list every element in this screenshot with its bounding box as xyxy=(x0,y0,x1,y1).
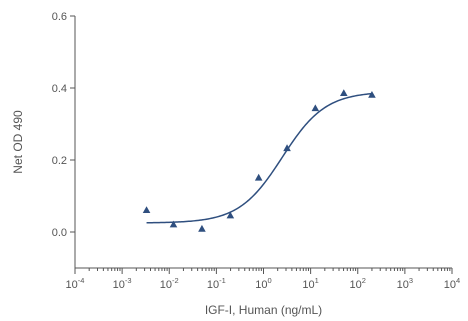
x-tick-label: 10-1 xyxy=(207,276,226,291)
data-point xyxy=(311,104,320,112)
data-point xyxy=(368,91,376,98)
x-tick-label: 104 xyxy=(444,276,460,291)
x-tick-label: 101 xyxy=(302,276,318,291)
y-axis-title: Net OD 490 xyxy=(11,110,25,174)
x-ticks: 10-4 10-3 10-2 10-1 100 101 102 103 104 xyxy=(66,268,460,291)
data-point xyxy=(198,224,206,232)
data-point xyxy=(254,173,263,181)
x-tick-label: 100 xyxy=(255,276,271,291)
y-tick-label: 0.6 xyxy=(52,11,67,23)
data-point xyxy=(340,89,348,96)
y-tick-label: 0.4 xyxy=(52,83,67,95)
data-point xyxy=(283,144,291,152)
data-point xyxy=(169,220,178,228)
x-tick-label: 102 xyxy=(350,276,366,291)
x-tick-label: 103 xyxy=(397,276,413,291)
data-point xyxy=(226,211,235,219)
data-point xyxy=(142,206,151,213)
x-tick-label: 10-4 xyxy=(66,276,85,291)
axes xyxy=(74,16,452,269)
fit-curve xyxy=(146,92,373,224)
x-tick-label: 10-3 xyxy=(113,276,132,291)
x-tick-label: 10-2 xyxy=(160,276,179,291)
y-tick-label: 0.2 xyxy=(52,155,67,167)
y-tick-label: 0.0 xyxy=(52,227,67,239)
y-ticks: 0.0 0.2 0.4 0.6 xyxy=(52,11,75,239)
x-axis-title: IGF-I, Human (ng/mL) xyxy=(205,303,322,317)
plot-area xyxy=(142,89,376,232)
